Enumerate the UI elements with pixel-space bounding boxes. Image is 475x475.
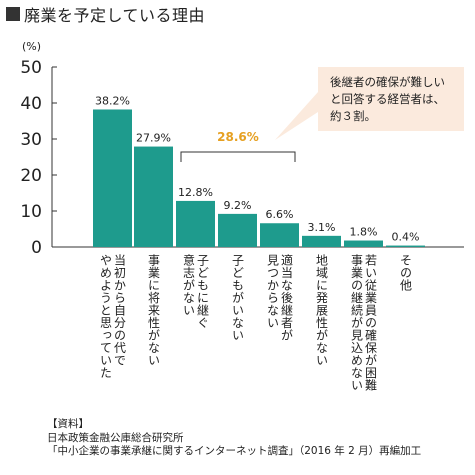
bar-6 <box>302 235 341 247</box>
category-label-2: 事業に将来性がない <box>147 254 161 367</box>
category-label-4: 子どもがいない <box>231 254 245 342</box>
bracket <box>180 151 296 162</box>
bar-3 <box>176 200 215 247</box>
y-tick-label-40: 40 <box>20 94 42 114</box>
y-tick-label-10: 10 <box>20 202 42 222</box>
bar-value-label-3: 12.8% <box>178 186 213 199</box>
y-tick-label-20: 20 <box>20 166 42 186</box>
source-heading: 【資料】 <box>47 418 89 430</box>
category-label-1-line-1: 当初から自分の代で <box>113 254 127 367</box>
callout-line-3: 約３割。 <box>330 109 376 123</box>
bar-value-label-5: 6.6% <box>266 208 294 221</box>
category-label-7-line-1: 若い従業員の確保が困難 <box>364 254 378 392</box>
callout-balloon <box>275 67 464 140</box>
source-line-2: 「中小企業の事業承継に関するインターネット調査」（2016 年 2 月）再編加工 <box>47 445 422 457</box>
y-tick-label-50: 50 <box>20 58 42 78</box>
y-tick-label-0: 0 <box>31 238 42 258</box>
bar-value-label-4: 9.2% <box>224 199 252 212</box>
bar-4 <box>218 213 257 247</box>
title-marker <box>6 7 20 21</box>
y-tick-label-30: 30 <box>20 130 42 150</box>
source-block: 【資料】 日本政策金融公庫総合研究所 「中小企業の事業承継に関するインターネット… <box>47 418 421 459</box>
bracket-total-label: 28.6% <box>217 130 259 144</box>
source-line-1: 日本政策金融公庫総合研究所 <box>47 431 184 444</box>
bar-5 <box>260 223 299 247</box>
category-label-7-line-2: 事業の継続が見込めない <box>350 254 364 392</box>
category-label-3-line-1: 子どもに継ぐ <box>196 254 210 329</box>
title-row: 廃業を予定している理由 <box>6 2 205 26</box>
bar-value-label-7: 1.8% <box>350 226 378 239</box>
chart-title: 廃業を予定している理由 <box>24 6 206 25</box>
bar-8 <box>386 245 425 247</box>
y-axis-label: (%) <box>22 40 41 53</box>
bar-value-label-6: 3.1% <box>308 221 336 234</box>
callout-line-1: 後継者の確保が難しい <box>330 75 445 89</box>
category-label-8: その他 <box>399 254 413 292</box>
bar-value-label-2: 27.9% <box>136 132 171 145</box>
category-label-1-line-2: やめようと思っていた <box>99 254 113 379</box>
bar-2 <box>134 146 173 247</box>
bar-value-label-1: 38.2% <box>95 94 130 107</box>
callout-line-2: と回答する経営者は、 <box>330 92 445 106</box>
category-label-6: 地域に発展性がない <box>315 254 329 367</box>
category-label-5-line-2: 見つからない <box>266 254 280 329</box>
bar-1 <box>93 109 132 247</box>
category-label-3-line-2: 意志がない <box>182 253 196 317</box>
bar-value-label-8: 0.4% <box>392 231 420 244</box>
bar-7 <box>344 240 383 247</box>
category-label-5-line-1: 適当な後継者が <box>280 253 294 342</box>
